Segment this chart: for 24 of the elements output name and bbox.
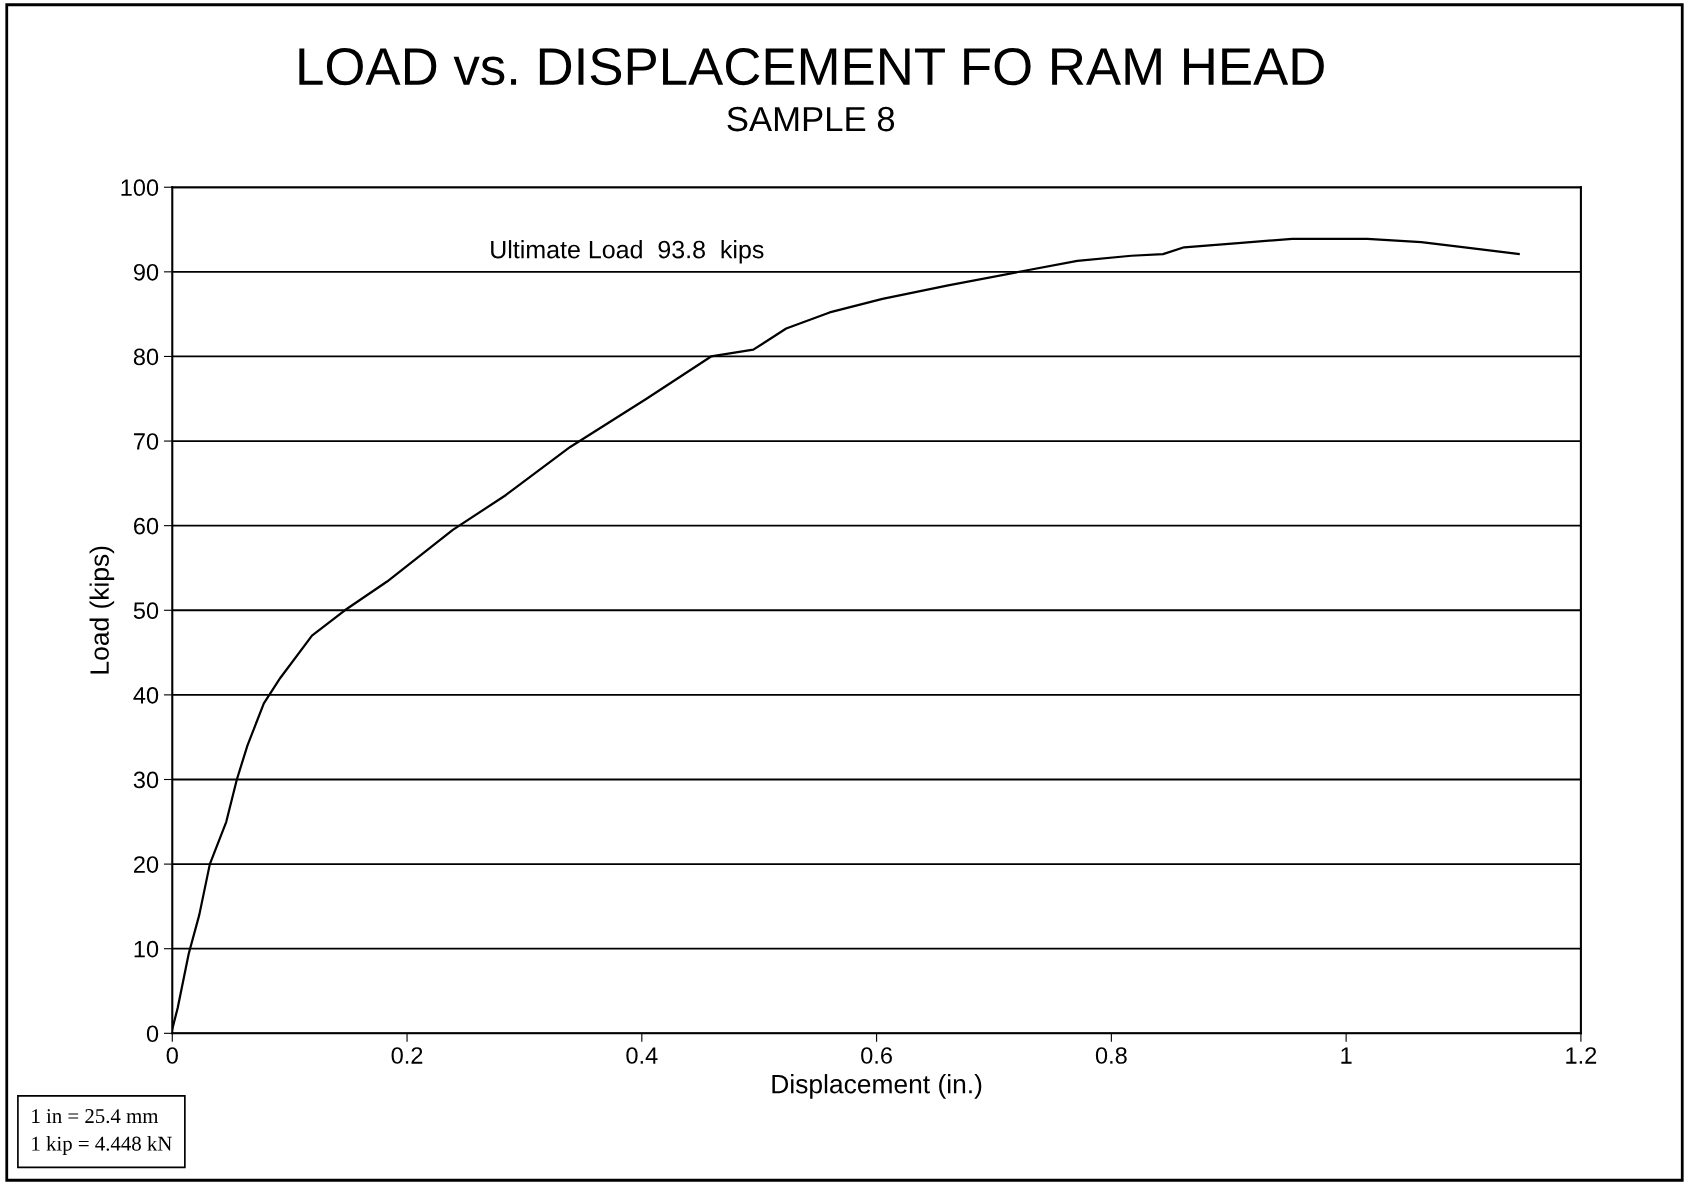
x-tick-label: 0.2 bbox=[391, 1047, 423, 1064]
y-axis-title: Load (kips) bbox=[89, 546, 115, 674]
y-tick-label: 60 bbox=[134, 517, 159, 535]
x-tick-label: 1.2 bbox=[1566, 1047, 1597, 1064]
y-tick-label: 10 bbox=[134, 940, 159, 958]
y-tick-label: 0 bbox=[146, 1025, 159, 1043]
y-tick-label: 100 bbox=[121, 179, 159, 197]
x-tick-label: 0.4 bbox=[626, 1047, 658, 1064]
y-tick-label: 50 bbox=[133, 602, 159, 620]
y-tick-label: 30 bbox=[133, 771, 159, 789]
y-tick-label: 90 bbox=[133, 263, 159, 281]
y-tick-label: 20 bbox=[134, 856, 159, 873]
y-tick-label: 80 bbox=[133, 348, 159, 366]
chart-title: LOAD vs. DISPLACEMENT FO RAM HEAD bbox=[299, 47, 1324, 86]
y-tick-label: 70 bbox=[134, 433, 159, 450]
y-tick-label: 40 bbox=[133, 686, 159, 704]
annotation: Ultimate Load 93.8 kips bbox=[491, 240, 764, 264]
x-tick-label: 0.6 bbox=[861, 1047, 892, 1064]
x-tick-label: 1 bbox=[1341, 1047, 1352, 1064]
x-tick-label: 0.8 bbox=[1095, 1047, 1127, 1064]
x-tick-label: 0 bbox=[166, 1047, 178, 1064]
text: 1 in = 25.4 mm 1 kip = 4.448 kN bbox=[32, 1109, 172, 1155]
x-axis-title: Displacement (in.) bbox=[772, 1074, 982, 1099]
chart-subtitle: SAMPLE 8 bbox=[727, 106, 895, 132]
